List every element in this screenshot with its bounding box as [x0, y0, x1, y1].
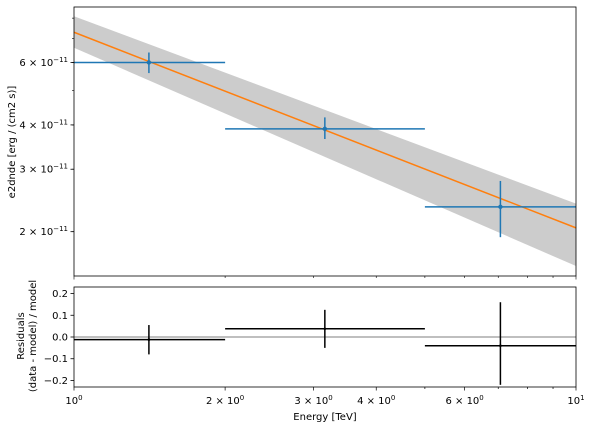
energy-tick-label: 2 × 100 [206, 394, 244, 407]
energy-tick-label: 6 × 100 [445, 394, 483, 407]
residual-point [225, 309, 425, 348]
energy-tick-label: 4 × 100 [357, 394, 395, 407]
residual-y-tick-label: 0.2 [52, 289, 68, 300]
residual-y-tick-label: 0.0 [52, 333, 68, 344]
energy-tick-label: 100 [65, 394, 82, 407]
bottom-y-axis-title-line1: Residuals [16, 312, 27, 359]
residual-y-tick-label: −0.1 [44, 354, 68, 365]
residual-marker [147, 338, 151, 341]
flux-point-marker [146, 60, 152, 65]
model-error-band [74, 16, 576, 267]
y-tick-label: 6 × 10−11 [19, 56, 68, 69]
residual-marker [499, 344, 502, 347]
flux-point-marker [322, 126, 328, 132]
y-tick-label: 3 × 10−11 [19, 163, 68, 176]
spectrum-panel: 2 × 10−11 3 × 10−11 4 × 10−11 6 × 10−11 [19, 6, 577, 280]
residual-marker [323, 327, 327, 331]
top-y-axis-title: e2dnde [erg / (cm2 s)] [7, 86, 18, 199]
y-tick-label: 2 × 10−11 [19, 225, 68, 238]
energy-tick-label: 101 [567, 394, 584, 407]
bottom-y-axis-title-line2: (data - model) / model [28, 280, 39, 392]
residual-y-tick-label: 0.1 [52, 311, 68, 322]
residuals-panel: −0.2 −0.1 0.0 0.1 0.2 100 2 × 100 3 × 100 4 × 10… [44, 286, 585, 407]
flux-point [225, 117, 425, 140]
flux-point [74, 52, 226, 74]
energy-tick-label: 3 × 100 [294, 394, 332, 407]
flux-point-marker [498, 204, 503, 210]
top-axes-frame [73, 6, 577, 277]
y-tick-label: 4 × 10−11 [19, 118, 68, 131]
x-axis-title: Energy [TeV] [293, 412, 356, 423]
flux-point [424, 180, 576, 238]
residual-point [424, 302, 576, 385]
residual-point [74, 325, 226, 355]
residual-y-tick-label: −0.2 [44, 376, 68, 387]
